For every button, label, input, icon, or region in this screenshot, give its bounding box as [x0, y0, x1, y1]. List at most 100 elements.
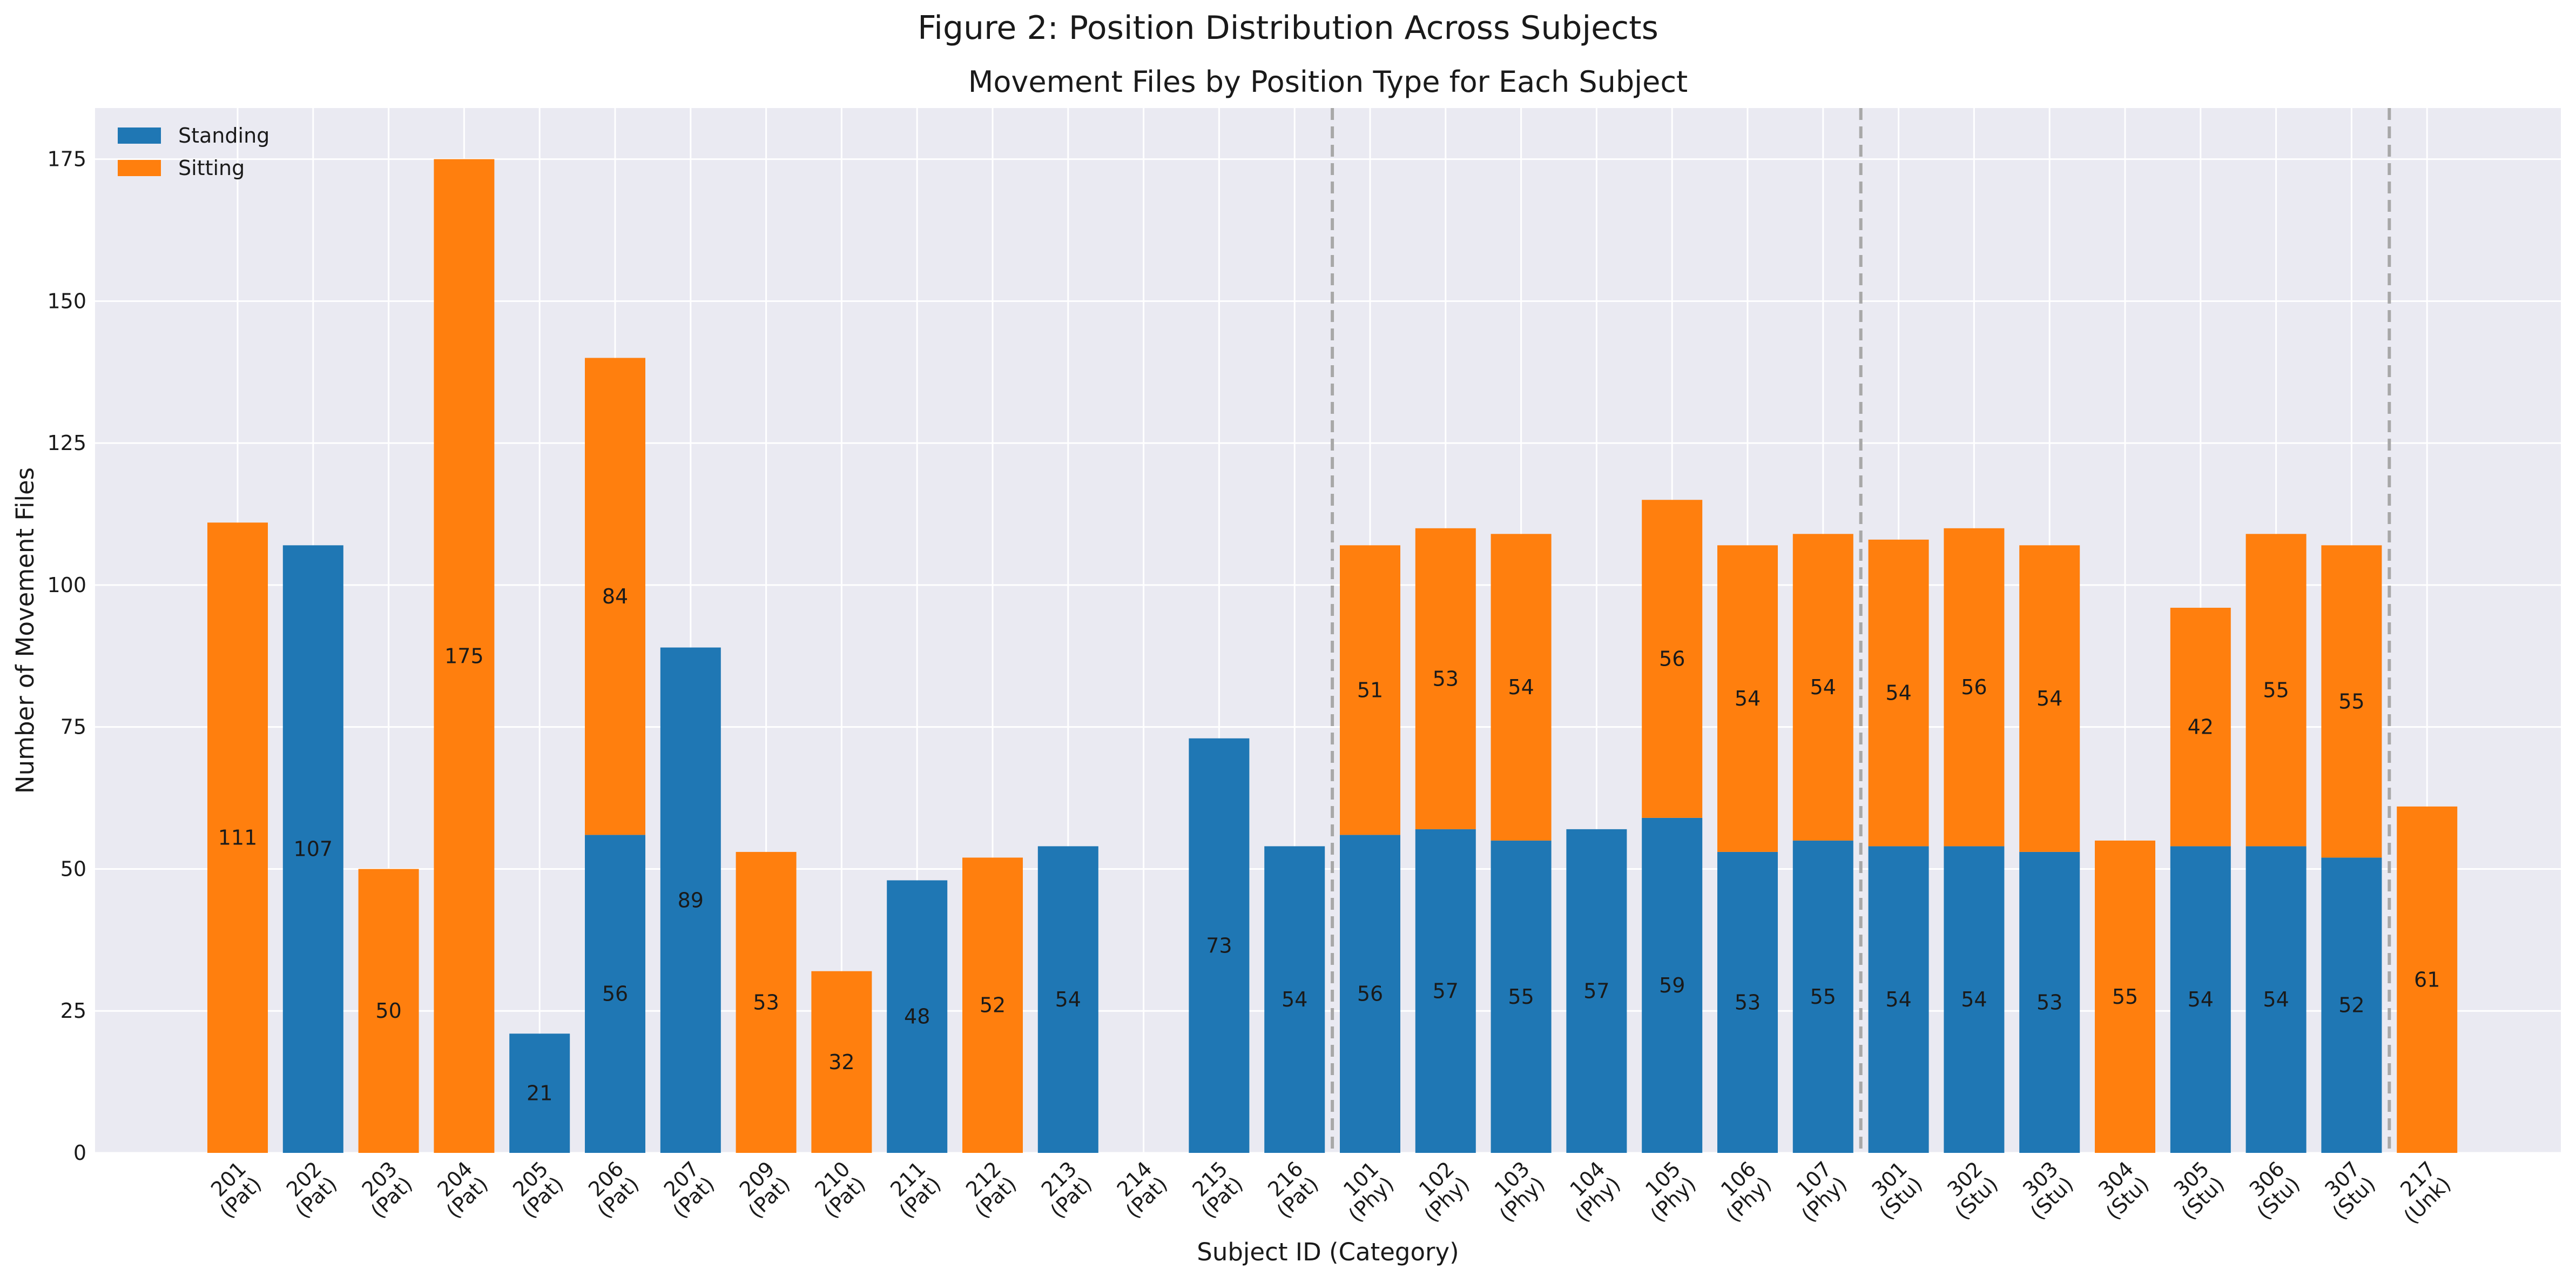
x-tick-label: 211(Pat): [879, 1157, 945, 1223]
x-tick-label: 213(Pat): [1030, 1157, 1096, 1223]
y-tick-label: 50: [60, 857, 86, 881]
x-tick-label: 303(Stu): [2011, 1157, 2078, 1224]
y-tick-label: 150: [47, 289, 86, 313]
x-tick-label: 209(Pat): [729, 1157, 794, 1223]
x-tick-label: 304(Stu): [2086, 1157, 2154, 1224]
bars: [207, 159, 2458, 1153]
bar-sitting: [2170, 607, 2231, 847]
y-tick-label: 0: [73, 1141, 86, 1165]
bar-sitting: [1491, 534, 1552, 841]
bar-standing: [2321, 857, 2382, 1153]
group-dividers: [1331, 108, 2391, 1153]
bar-value-label: 55: [1810, 985, 1836, 1009]
x-tick-label: 202(Pat): [275, 1157, 341, 1223]
bar-sitting: [736, 851, 797, 1153]
bar-sitting: [1792, 534, 1853, 841]
bar-standing: [1189, 738, 1250, 1153]
bar-sitting: [207, 522, 268, 1153]
x-tick-label: 207(Pat): [653, 1157, 719, 1223]
legend-swatch-standing: [118, 127, 161, 144]
y-tick-label: 125: [47, 431, 86, 455]
bar-standing: [1264, 846, 1325, 1153]
bar-standing: [660, 647, 721, 1153]
bar-standing: [585, 835, 645, 1153]
bar-value-label: 54: [1055, 988, 1081, 1011]
bar-value-label: 53: [1735, 990, 1761, 1014]
bar-sitting: [962, 857, 1023, 1153]
bar-value-label: 55: [2112, 985, 2138, 1009]
bar-value-label: 59: [1659, 974, 1685, 997]
bar-value-label: 54: [1885, 988, 1911, 1011]
x-tick-label: 203(Pat): [351, 1157, 417, 1223]
bar-value-label: 54: [1961, 988, 1987, 1011]
figure-suptitle: Figure 2: Position Distribution Across S…: [918, 9, 1658, 47]
x-tick-label: 212(Pat): [955, 1157, 1021, 1223]
y-tick-labels: 0 25 50 75 100 125 150 175: [47, 147, 86, 1165]
bar-standing: [509, 1033, 570, 1153]
bar-sitting: [1944, 528, 2005, 847]
x-tick-label: 210(Pat): [804, 1157, 870, 1223]
bar-value-label: 51: [1357, 678, 1383, 702]
bar-sitting: [2321, 545, 2382, 858]
y-axis-label: Number of Movement Files: [11, 467, 39, 794]
x-tick-label: 107(Phy): [1782, 1157, 1852, 1227]
bar-sitting: [1717, 545, 1778, 852]
bar-value-label: 55: [2263, 678, 2289, 702]
legend: Standing Sitting: [118, 124, 269, 180]
bar-value-label: 54: [2188, 988, 2214, 1011]
bar-value-label: 54: [1810, 675, 1836, 699]
bar-sitting: [1642, 500, 1703, 818]
bar-value-label: 53: [753, 990, 779, 1014]
bar-value-label: 107: [294, 837, 333, 861]
bar-value-label: 56: [1961, 675, 1987, 699]
bar-value-label: 21: [527, 1082, 552, 1105]
x-tick-label: 215(Pat): [1182, 1157, 1247, 1223]
bar-sitting: [1340, 545, 1400, 835]
bar-value-label: 55: [2338, 689, 2364, 713]
bar-standing: [2245, 846, 2307, 1153]
bar-value-label: 56: [1659, 647, 1685, 671]
y-tick-label: 175: [47, 147, 86, 171]
x-tick-label: 206(Pat): [577, 1157, 643, 1223]
x-tick-label: 216(Pat): [1257, 1157, 1323, 1223]
bar-standing: [1642, 817, 1703, 1153]
bar-sitting: [1868, 539, 1929, 847]
x-tick-label: 104(Phy): [1555, 1157, 1626, 1227]
bar-sitting: [811, 971, 872, 1153]
x-tick-label: 306(Stu): [2237, 1157, 2304, 1224]
bar-sitting: [1415, 528, 1476, 829]
legend-swatch-sitting: [118, 160, 161, 176]
bar-value-label: 54: [1735, 687, 1761, 710]
x-tick-label: 102(Phy): [1404, 1157, 1474, 1227]
x-tick-label: 103(Phy): [1480, 1157, 1550, 1227]
bar-value-label: 52: [2338, 994, 2364, 1017]
x-tick-label: 214(Pat): [1106, 1157, 1172, 1223]
x-tick-label: 307(Stu): [2312, 1157, 2380, 1224]
legend-label-standing: Standing: [178, 124, 269, 147]
bar-value-label: 53: [2036, 990, 2062, 1014]
bar-value-label: 57: [1433, 979, 1459, 1003]
bar-value-label: 56: [602, 982, 628, 1006]
bar-standing: [887, 880, 948, 1153]
bar-standing: [1792, 840, 1853, 1153]
x-tick-label: 301(Stu): [1859, 1157, 1927, 1224]
x-tick-label: 302(Stu): [1935, 1157, 2002, 1224]
bar-standing: [1037, 846, 1098, 1153]
bar-sitting: [434, 159, 495, 1153]
x-tick-label: 106(Phy): [1706, 1157, 1776, 1227]
x-tick-labels: 201(Pat) 202(Pat) 203(Pat) 204(Pat) 205(Pat)…: [200, 1157, 2456, 1229]
bar-value-label: 54: [1508, 675, 1534, 699]
y-tick-label: 100: [47, 573, 86, 597]
bar-value-label: 52: [980, 994, 1006, 1017]
bar-value-label: 73: [1206, 934, 1232, 957]
bar-sitting: [585, 358, 645, 835]
bar-sitting: [358, 869, 419, 1153]
x-tick-label: 101(Phy): [1329, 1157, 1399, 1227]
chart-title: Movement Files by Position Type for Each…: [968, 65, 1688, 99]
bar-value-label: 61: [2414, 968, 2440, 991]
x-tick-label: 201(Pat): [200, 1157, 266, 1223]
bar-value-label: 42: [2188, 715, 2214, 739]
bar-sitting: [2397, 806, 2458, 1153]
bar-standing: [2170, 846, 2231, 1153]
